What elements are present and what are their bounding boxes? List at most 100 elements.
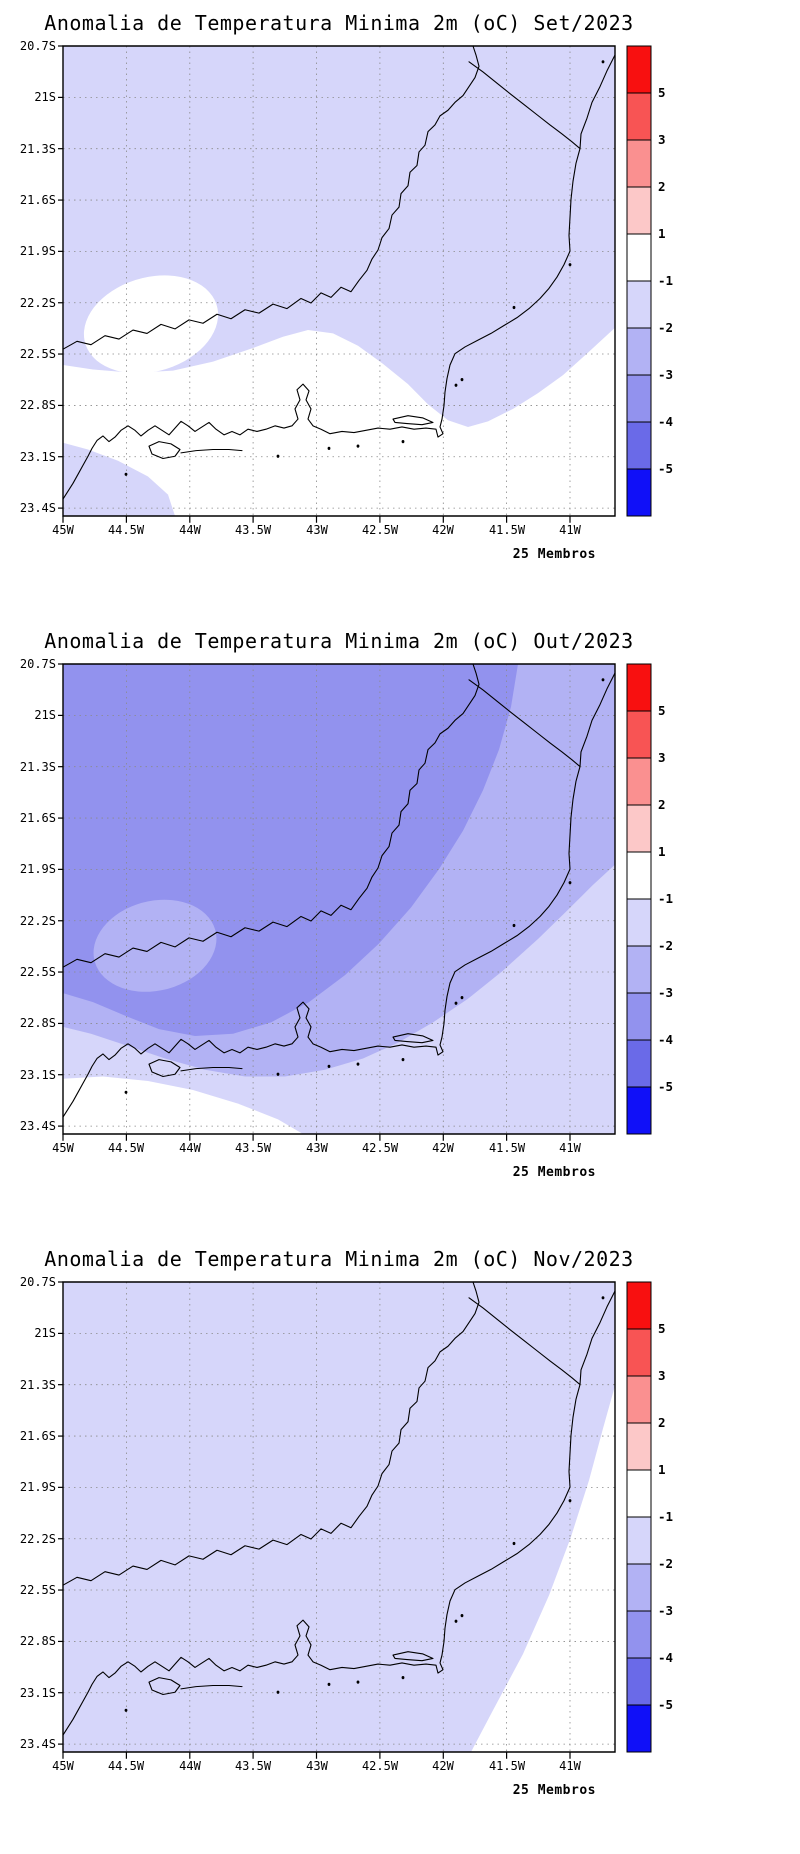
lon-tick-label: 45W [52,1141,74,1155]
colorbar-tick-label: 2 [658,797,666,812]
lon-tick-label: 41.5W [488,523,526,537]
lat-tick-label: 21.6S [19,811,56,825]
lat-tick-label: 21.6S [19,1429,56,1443]
lon-tick-label: 41.5W [488,1759,526,1773]
lat-tick-label: 21S [34,1326,56,1340]
chart-title: Anomalia de Temperatura Minima 2m (oC) S… [44,11,634,35]
lat-tick-label: 22.5S [19,1583,56,1597]
colorbar-tick-label: -5 [658,1697,674,1712]
anomaly-map-set [63,46,615,516]
lon-tick-label: 41.5W [488,1141,526,1155]
ensemble-note: 25 Membros [512,1783,596,1798]
lat-tick-label: 20.7S [19,657,56,671]
colorbar-tick-label: -1 [658,1509,674,1524]
lon-tick-label: 43W [306,523,328,537]
colorbar-tick-label: 5 [658,85,666,100]
colorbar-tick-label: -2 [658,320,674,335]
lon-tick-label: 44W [179,1759,201,1773]
colorbar-tick-label: -5 [658,461,674,476]
colorbar [626,1281,652,1753]
lat-tick-label: 22.8S [19,1016,56,1030]
colorbar-tick-label: -2 [658,938,674,953]
lat-tick-label: 21.3S [19,142,56,156]
colorbar [626,663,652,1135]
lat-tick-label: 20.7S [19,1275,56,1289]
panel-out-2023: Anomalia de Temperatura Minima 2m (oC) O… [0,618,800,1236]
colorbar-tick-label: -2 [658,1556,674,1571]
lon-tick-label: 42.5W [361,523,399,537]
lon-tick-label: 43W [306,1141,328,1155]
lon-tick-label: 42.5W [361,1759,399,1773]
lat-tick-label: 21.9S [19,244,56,258]
lon-tick-label: 41W [559,1759,581,1773]
colorbar-tick-label: 3 [658,132,666,147]
lon-tick-label: 44.5W [107,1141,145,1155]
colorbar-tick-label: -1 [658,273,674,288]
colorbar-tick-label: -1 [658,891,674,906]
lat-tick-label: 22.2S [19,914,56,928]
lat-tick-label: 23.4S [19,1737,56,1751]
anomaly-map-out [63,664,615,1134]
ensemble-note: 25 Membros [512,1165,596,1180]
panel-set-2023: Anomalia de Temperatura Minima 2m (oC) S… [0,0,800,618]
colorbar-tick-label: 5 [658,1321,666,1336]
colorbar-tick-label: 3 [658,1368,666,1383]
lat-tick-label: 23.4S [19,1119,56,1133]
lon-tick-label: 42.5W [361,1141,399,1155]
colorbar-tick-label: 1 [658,226,666,241]
lat-tick-label: 23.4S [19,501,56,515]
lon-tick-label: 43.5W [234,1759,272,1773]
lat-tick-label: 20.7S [19,39,56,53]
lat-tick-label: 21S [34,90,56,104]
lon-tick-label: 43W [306,1759,328,1773]
lat-tick-label: 21.9S [19,1480,56,1494]
lon-tick-label: 44.5W [107,523,145,537]
colorbar-tick-label: -5 [658,1079,674,1094]
lon-tick-label: 44W [179,523,201,537]
lat-tick-label: 22.5S [19,965,56,979]
colorbar-tick-label: -3 [658,367,674,382]
lat-tick-label: 22.5S [19,347,56,361]
lon-tick-label: 45W [52,523,74,537]
lon-tick-label: 41W [559,523,581,537]
lon-tick-label: 42W [432,1759,454,1773]
panel-nov-2023: Anomalia de Temperatura Minima 2m (oC) N… [0,1236,800,1854]
chart-title: Anomalia de Temperatura Minima 2m (oC) O… [44,629,634,653]
colorbar-tick-label: 2 [658,1415,666,1430]
colorbar-tick-label: 2 [658,179,666,194]
lat-tick-label: 22.8S [19,398,56,412]
lon-tick-label: 42W [432,523,454,537]
lat-tick-label: 22.2S [19,1532,56,1546]
colorbar-tick-label: -3 [658,1603,674,1618]
lat-tick-label: 23.1S [19,1686,56,1700]
colorbar-tick-label: -4 [658,414,674,429]
lon-tick-label: 42W [432,1141,454,1155]
colorbar-tick-label: -3 [658,985,674,1000]
lon-tick-label: 41W [559,1141,581,1155]
lat-tick-label: 21.3S [19,1378,56,1392]
colorbar-tick-label: 1 [658,844,666,859]
lon-tick-label: 43.5W [234,1141,272,1155]
lon-tick-label: 45W [52,1759,74,1773]
ensemble-note: 25 Membros [512,547,596,562]
lat-tick-label: 21.3S [19,760,56,774]
anomaly-map-nov [63,1282,615,1752]
colorbar-tick-label: 3 [658,750,666,765]
colorbar-tick-label: -4 [658,1650,674,1665]
lat-tick-label: 23.1S [19,1068,56,1082]
chart-title: Anomalia de Temperatura Minima 2m (oC) N… [44,1247,634,1271]
lat-tick-label: 22.8S [19,1634,56,1648]
colorbar-tick-label: -4 [658,1032,674,1047]
lat-tick-label: 21.6S [19,193,56,207]
lon-tick-label: 44.5W [107,1759,145,1773]
lat-tick-label: 23.1S [19,450,56,464]
colorbar [626,45,652,517]
colorbar-tick-label: 1 [658,1462,666,1477]
lon-tick-label: 43.5W [234,523,272,537]
colorbar-tick-label: 5 [658,703,666,718]
lon-tick-label: 44W [179,1141,201,1155]
lat-tick-label: 21.9S [19,862,56,876]
lat-tick-label: 21S [34,708,56,722]
lat-tick-label: 22.2S [19,296,56,310]
